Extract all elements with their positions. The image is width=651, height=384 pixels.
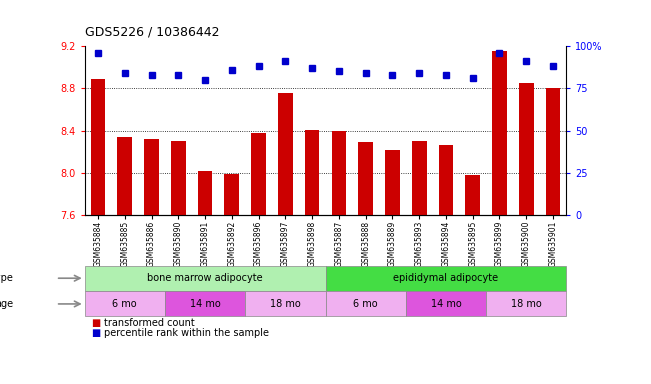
Bar [278,93,293,215]
Bar [519,83,534,215]
Bar [439,145,453,215]
Bar [85,291,165,316]
Bar [144,139,159,215]
Bar [326,291,406,316]
Text: epididymal adipocyte: epididymal adipocyte [393,273,499,283]
Bar [326,266,566,291]
Bar [171,141,186,215]
Text: ■: ■ [91,328,100,338]
Text: 6 mo: 6 mo [113,299,137,309]
Bar [85,266,326,291]
Text: transformed count: transformed count [104,318,195,328]
Bar [385,149,400,215]
Text: 18 mo: 18 mo [511,299,542,309]
Text: bone marrow adipocyte: bone marrow adipocyte [147,273,263,283]
Bar [90,79,105,215]
Text: 6 mo: 6 mo [353,299,378,309]
Bar [165,291,245,316]
Text: cell type: cell type [0,273,13,283]
Bar [412,141,426,215]
Text: GDS5226 / 10386442: GDS5226 / 10386442 [85,25,219,38]
Bar [305,129,320,215]
Bar [492,51,507,215]
Bar [245,291,326,316]
Bar [546,88,561,215]
Bar [465,175,480,215]
Bar [331,131,346,215]
Bar [358,142,373,215]
Bar [225,174,239,215]
Text: 14 mo: 14 mo [430,299,462,309]
Text: percentile rank within the sample: percentile rank within the sample [104,328,269,338]
Bar [406,291,486,316]
Bar [117,137,132,215]
Text: age: age [0,299,13,309]
Text: 14 mo: 14 mo [189,299,221,309]
Bar [251,132,266,215]
Bar [198,170,212,215]
Bar [486,291,566,316]
Text: 18 mo: 18 mo [270,299,301,309]
Text: ■: ■ [91,318,100,328]
